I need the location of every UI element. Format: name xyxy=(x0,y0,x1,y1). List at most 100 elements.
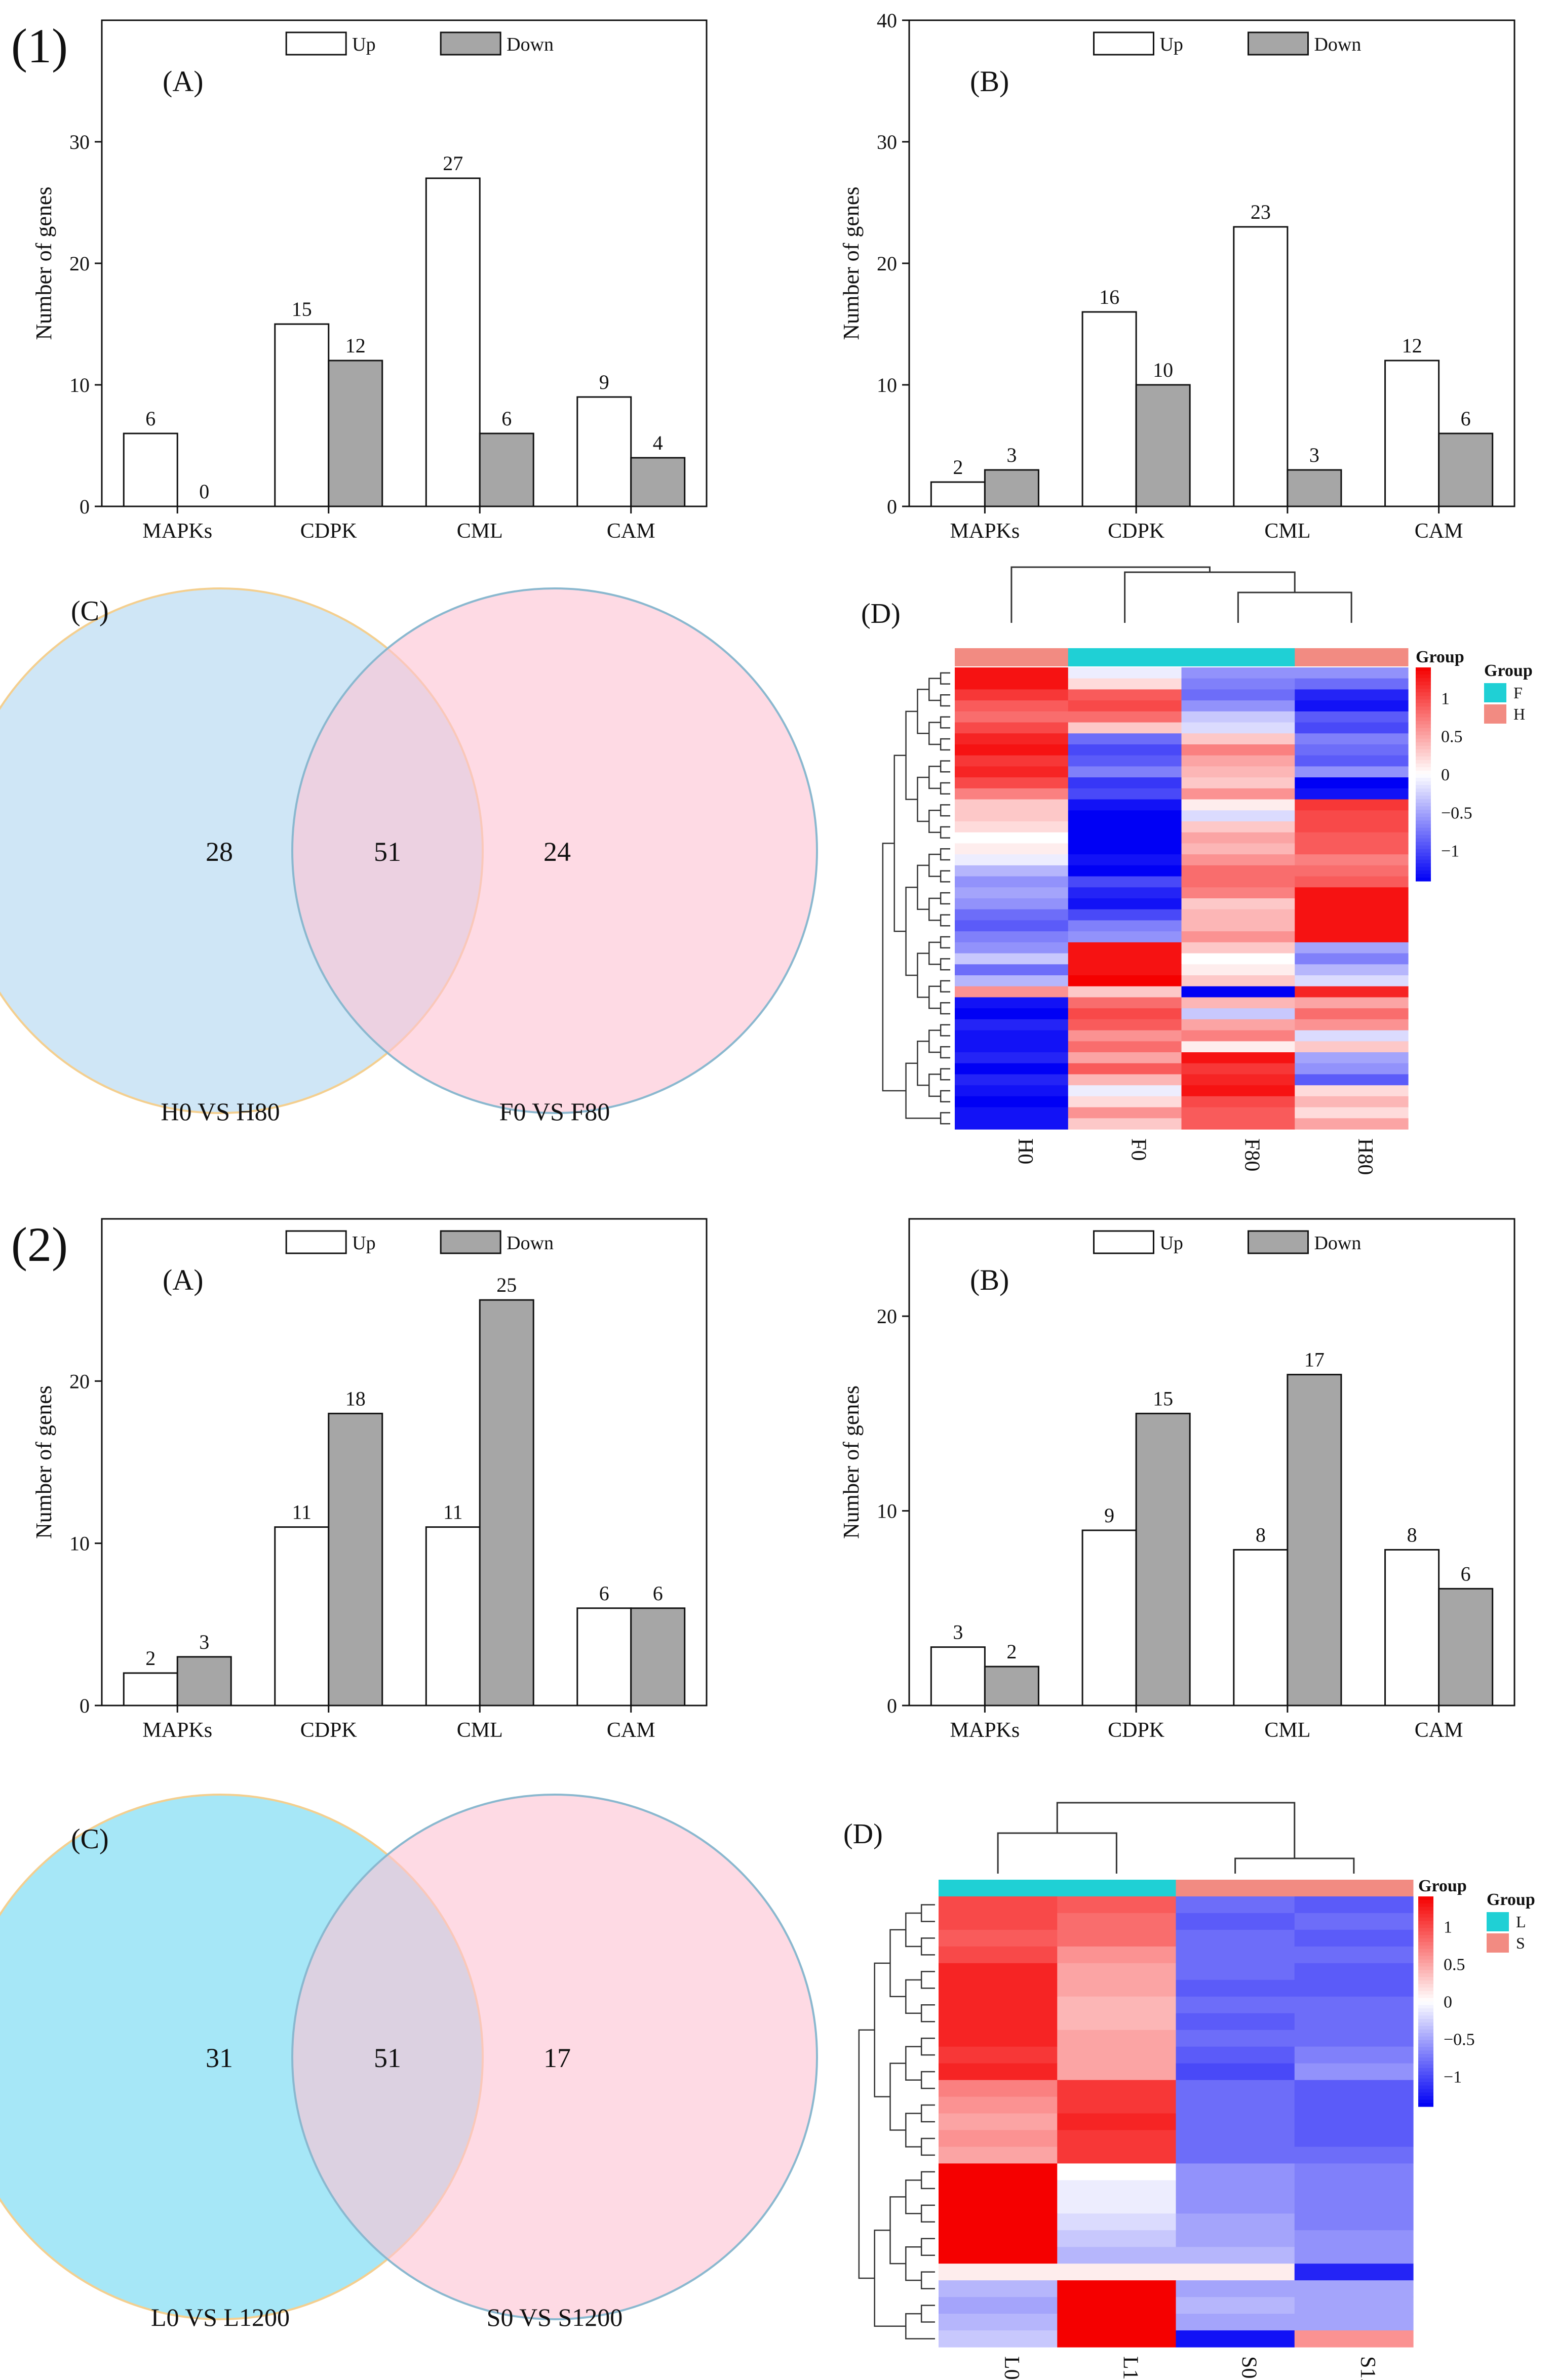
heatmap-cell xyxy=(939,2063,1058,2081)
heatmap-cell xyxy=(1181,1107,1295,1119)
heatmap-cell xyxy=(1176,2280,1295,2297)
row-dendrogram xyxy=(905,1979,922,2014)
heatmap-cell xyxy=(1181,821,1295,833)
heatmap-cell xyxy=(939,1979,1058,1997)
bar-up xyxy=(576,1607,632,1707)
color-scale-step xyxy=(1416,735,1431,739)
color-scale-step xyxy=(1416,827,1431,832)
heatmap-cell xyxy=(955,920,1069,932)
heatmap-cell xyxy=(1294,2096,1414,2114)
heatmap-2D: (D) L0 L1200 S0 S1200 Group 1 0.5 0 −0.5 −1 Group LS xyxy=(843,1802,1535,2380)
heatmap-cell xyxy=(1057,2197,1177,2214)
x-tick-label: CML xyxy=(1264,520,1310,543)
row-dendrogram xyxy=(940,1068,950,1081)
color-scale-step xyxy=(1416,785,1431,789)
heatmap-cell xyxy=(1294,2013,1414,2031)
color-scale-step xyxy=(1416,842,1431,846)
heatmap-cell xyxy=(1295,843,1409,855)
color-scale-step xyxy=(1416,781,1431,785)
y-tick-label: 30 xyxy=(69,131,90,153)
y-tick-label: 20 xyxy=(69,252,90,275)
color-scale-step xyxy=(1418,1921,1433,1925)
color-scale-step xyxy=(1416,792,1431,796)
row-dendrogram xyxy=(928,722,941,745)
heatmap-cell xyxy=(1057,2147,1177,2164)
row-dendrogram xyxy=(889,2196,906,2265)
row-dendrogram xyxy=(940,848,950,861)
heatmap-cell xyxy=(1057,2130,1177,2148)
heatmap-cell xyxy=(1057,2013,1177,2031)
heatmap-cell xyxy=(939,2314,1058,2331)
heatmap-cell xyxy=(955,777,1069,789)
color-scale-step xyxy=(1418,1959,1433,1964)
bar-value-label: 6 xyxy=(501,407,512,430)
legend-label-down: Down xyxy=(1314,34,1361,55)
venn-left-label: L0 VS L1200 xyxy=(151,2303,290,2331)
bar-chart-1A: 0 10 20 30 Number of genes (A) Up Down MAPKs 6 0 CD… xyxy=(31,19,708,543)
heatmap-cell xyxy=(1068,909,1182,921)
bar-value-label: 9 xyxy=(1104,1504,1114,1527)
heatmap-cell xyxy=(1295,986,1409,998)
heatmap-cell xyxy=(1295,975,1409,987)
heatmap-cell xyxy=(1295,898,1409,910)
bar-value-label: 6 xyxy=(1461,1562,1471,1585)
group-legend-title: Group xyxy=(1487,1890,1535,1909)
panel-label: (C) xyxy=(71,1823,109,1855)
color-scale-step xyxy=(1416,796,1431,800)
bar-value-label: 15 xyxy=(292,298,312,321)
heatmap-cell xyxy=(1068,1063,1182,1075)
color-scale-step xyxy=(1416,763,1431,768)
heatmap-cell xyxy=(1294,1913,1414,1930)
color-scale-step xyxy=(1418,1952,1433,1957)
color-scale-step xyxy=(1418,2019,1433,2023)
color-scale-step xyxy=(1418,1998,1433,2002)
heatmap-cell xyxy=(1295,733,1409,745)
color-scale-step xyxy=(1416,835,1431,839)
row-dendrogram xyxy=(940,804,950,817)
heatmap-cell xyxy=(939,1963,1058,1980)
heatmap-cell xyxy=(955,744,1069,756)
legend-label-down: Down xyxy=(507,1233,554,1254)
heatmap-cell xyxy=(1181,1074,1295,1086)
bar-value-label: 11 xyxy=(443,1501,463,1524)
bar-value-label: 0 xyxy=(199,480,209,503)
venn-right-label: F0 VS F80 xyxy=(499,1097,610,1126)
color-scale-step xyxy=(1416,685,1431,689)
color-scale-step xyxy=(1418,2015,1433,2019)
color-scale-title: Group xyxy=(1416,648,1464,666)
color-scale-step xyxy=(1416,752,1431,757)
heatmap-cell xyxy=(955,865,1069,877)
heatmap-cell xyxy=(1068,810,1182,822)
heatmap-cell xyxy=(1068,788,1182,800)
legend-label-up: Up xyxy=(1159,34,1183,55)
legend-label-down: Down xyxy=(1314,1233,1361,1254)
bar-value-label: 6 xyxy=(653,1582,663,1605)
row-dendrogram xyxy=(940,694,950,707)
color-scale-tick: 1 xyxy=(1444,1918,1452,1936)
panel-label: (B) xyxy=(970,1263,1009,1296)
color-scale-step xyxy=(1416,874,1431,878)
heatmap-cell xyxy=(1181,843,1295,855)
heatmap-cell xyxy=(1294,2180,1414,2197)
heatmap-cell xyxy=(1068,744,1182,756)
heatmap-cell xyxy=(1295,1107,1409,1119)
heatmap-cell xyxy=(1295,1019,1409,1031)
bar-chart-2B: 0 10 20 Number of genes (B) Up Down MAPKs 3 2 CDPK… xyxy=(839,1218,1515,1742)
bar-up xyxy=(274,323,330,507)
color-scale-step xyxy=(1418,1914,1433,1918)
color-scale-step xyxy=(1418,1973,1433,1977)
color-scale-step xyxy=(1418,1945,1433,1950)
row-dendrogram xyxy=(928,853,941,877)
row-dendrogram xyxy=(920,2004,935,2022)
heatmap-cell xyxy=(955,1107,1069,1119)
heatmap-cell xyxy=(1068,766,1182,778)
color-scale-step xyxy=(1418,2061,1433,2065)
heatmap-cell xyxy=(939,2163,1058,2180)
group-legend-swatch xyxy=(1487,1912,1509,1931)
heatmap-cell xyxy=(1295,953,1409,965)
row-dendrogram xyxy=(928,678,941,701)
color-scale-step xyxy=(1416,731,1431,736)
venn-intersection-count: 51 xyxy=(374,2043,401,2073)
heatmap-cell xyxy=(1294,2230,1414,2247)
heatmap-cell xyxy=(1181,1118,1295,1130)
